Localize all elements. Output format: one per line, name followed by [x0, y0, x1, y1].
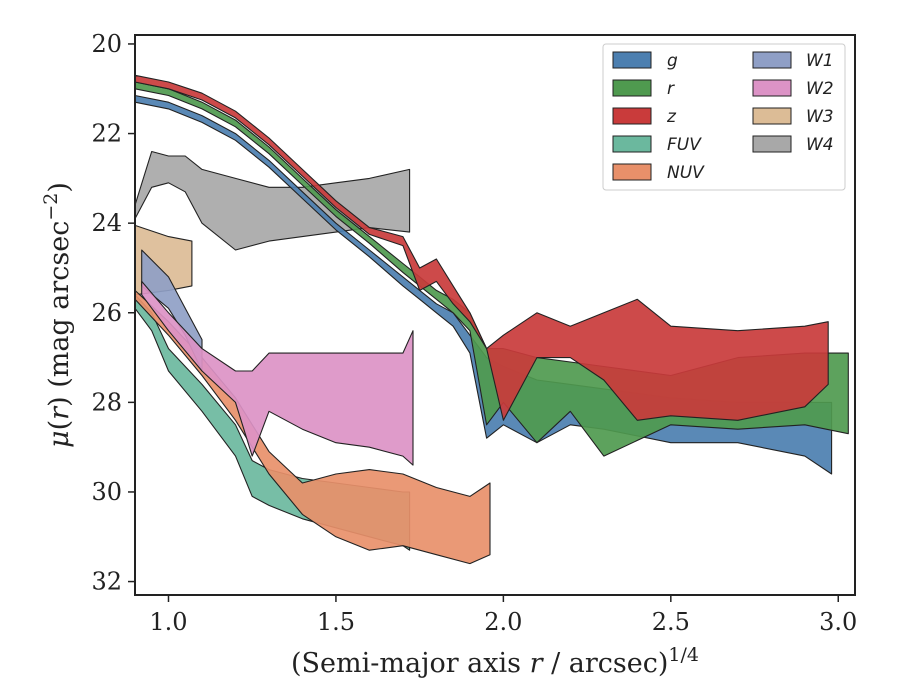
legend-label-g: g — [667, 51, 678, 71]
x-axis-label: (Semi-major axis r / arcsec)1/4 — [291, 644, 699, 679]
x-tick-label: 1.5 — [317, 608, 355, 636]
axis-ticks: 1.0 1.5 2.0 2.5 3.0 20 22 24 26 28 30 32 — [91, 30, 857, 636]
legend-label-fuv: FUV — [667, 135, 702, 155]
y-tick-label: 20 — [91, 30, 122, 58]
band-w4 — [134, 150, 411, 251]
band-r — [134, 81, 849, 457]
legend-swatch-g — [612, 51, 652, 69]
band-nuv — [134, 289, 491, 565]
legend-label-w2: W2 — [806, 79, 834, 99]
legend-swatch-w1 — [752, 51, 792, 69]
legend-swatch-w4 — [752, 135, 792, 153]
legend-label-w1: W1 — [806, 51, 834, 71]
y-tick-label: 28 — [91, 388, 122, 416]
legend-label-nuv: NUV — [667, 163, 705, 183]
x-tick-label: 1.0 — [149, 608, 187, 636]
band-w2 — [141, 280, 414, 466]
legend-label-r: r — [667, 79, 675, 99]
legend-label-w3: W3 — [806, 107, 834, 127]
legend: grz FUV NUV W1 W2 W3 W4 — [602, 43, 846, 191]
legend-swatch-fuv — [612, 135, 652, 153]
x-tick-label: 3.0 — [819, 608, 857, 636]
y-tick-label: 30 — [91, 478, 122, 506]
x-tick-label: 2.5 — [652, 608, 690, 636]
legend-swatch-nuv — [612, 163, 652, 181]
legend-swatch-r — [612, 79, 652, 97]
y-tick-label: 24 — [91, 209, 122, 237]
series-bands — [134, 74, 849, 565]
x-tick-label: 2.0 — [484, 608, 522, 636]
y-tick-label: 26 — [91, 299, 122, 327]
y-tick-label: 22 — [91, 120, 122, 148]
legend-label-z: z — [666, 107, 677, 127]
y-axis-label: μ(r) (mag arcsec−2) — [40, 182, 75, 448]
legend-label-w4: W4 — [806, 135, 834, 155]
legend-swatch-z — [612, 107, 652, 125]
legend-swatch-w3 — [752, 107, 792, 125]
band-z — [134, 74, 829, 421]
legend-swatch-w2 — [752, 79, 792, 97]
y-tick-label: 32 — [91, 568, 122, 596]
plot-frame — [134, 34, 856, 596]
